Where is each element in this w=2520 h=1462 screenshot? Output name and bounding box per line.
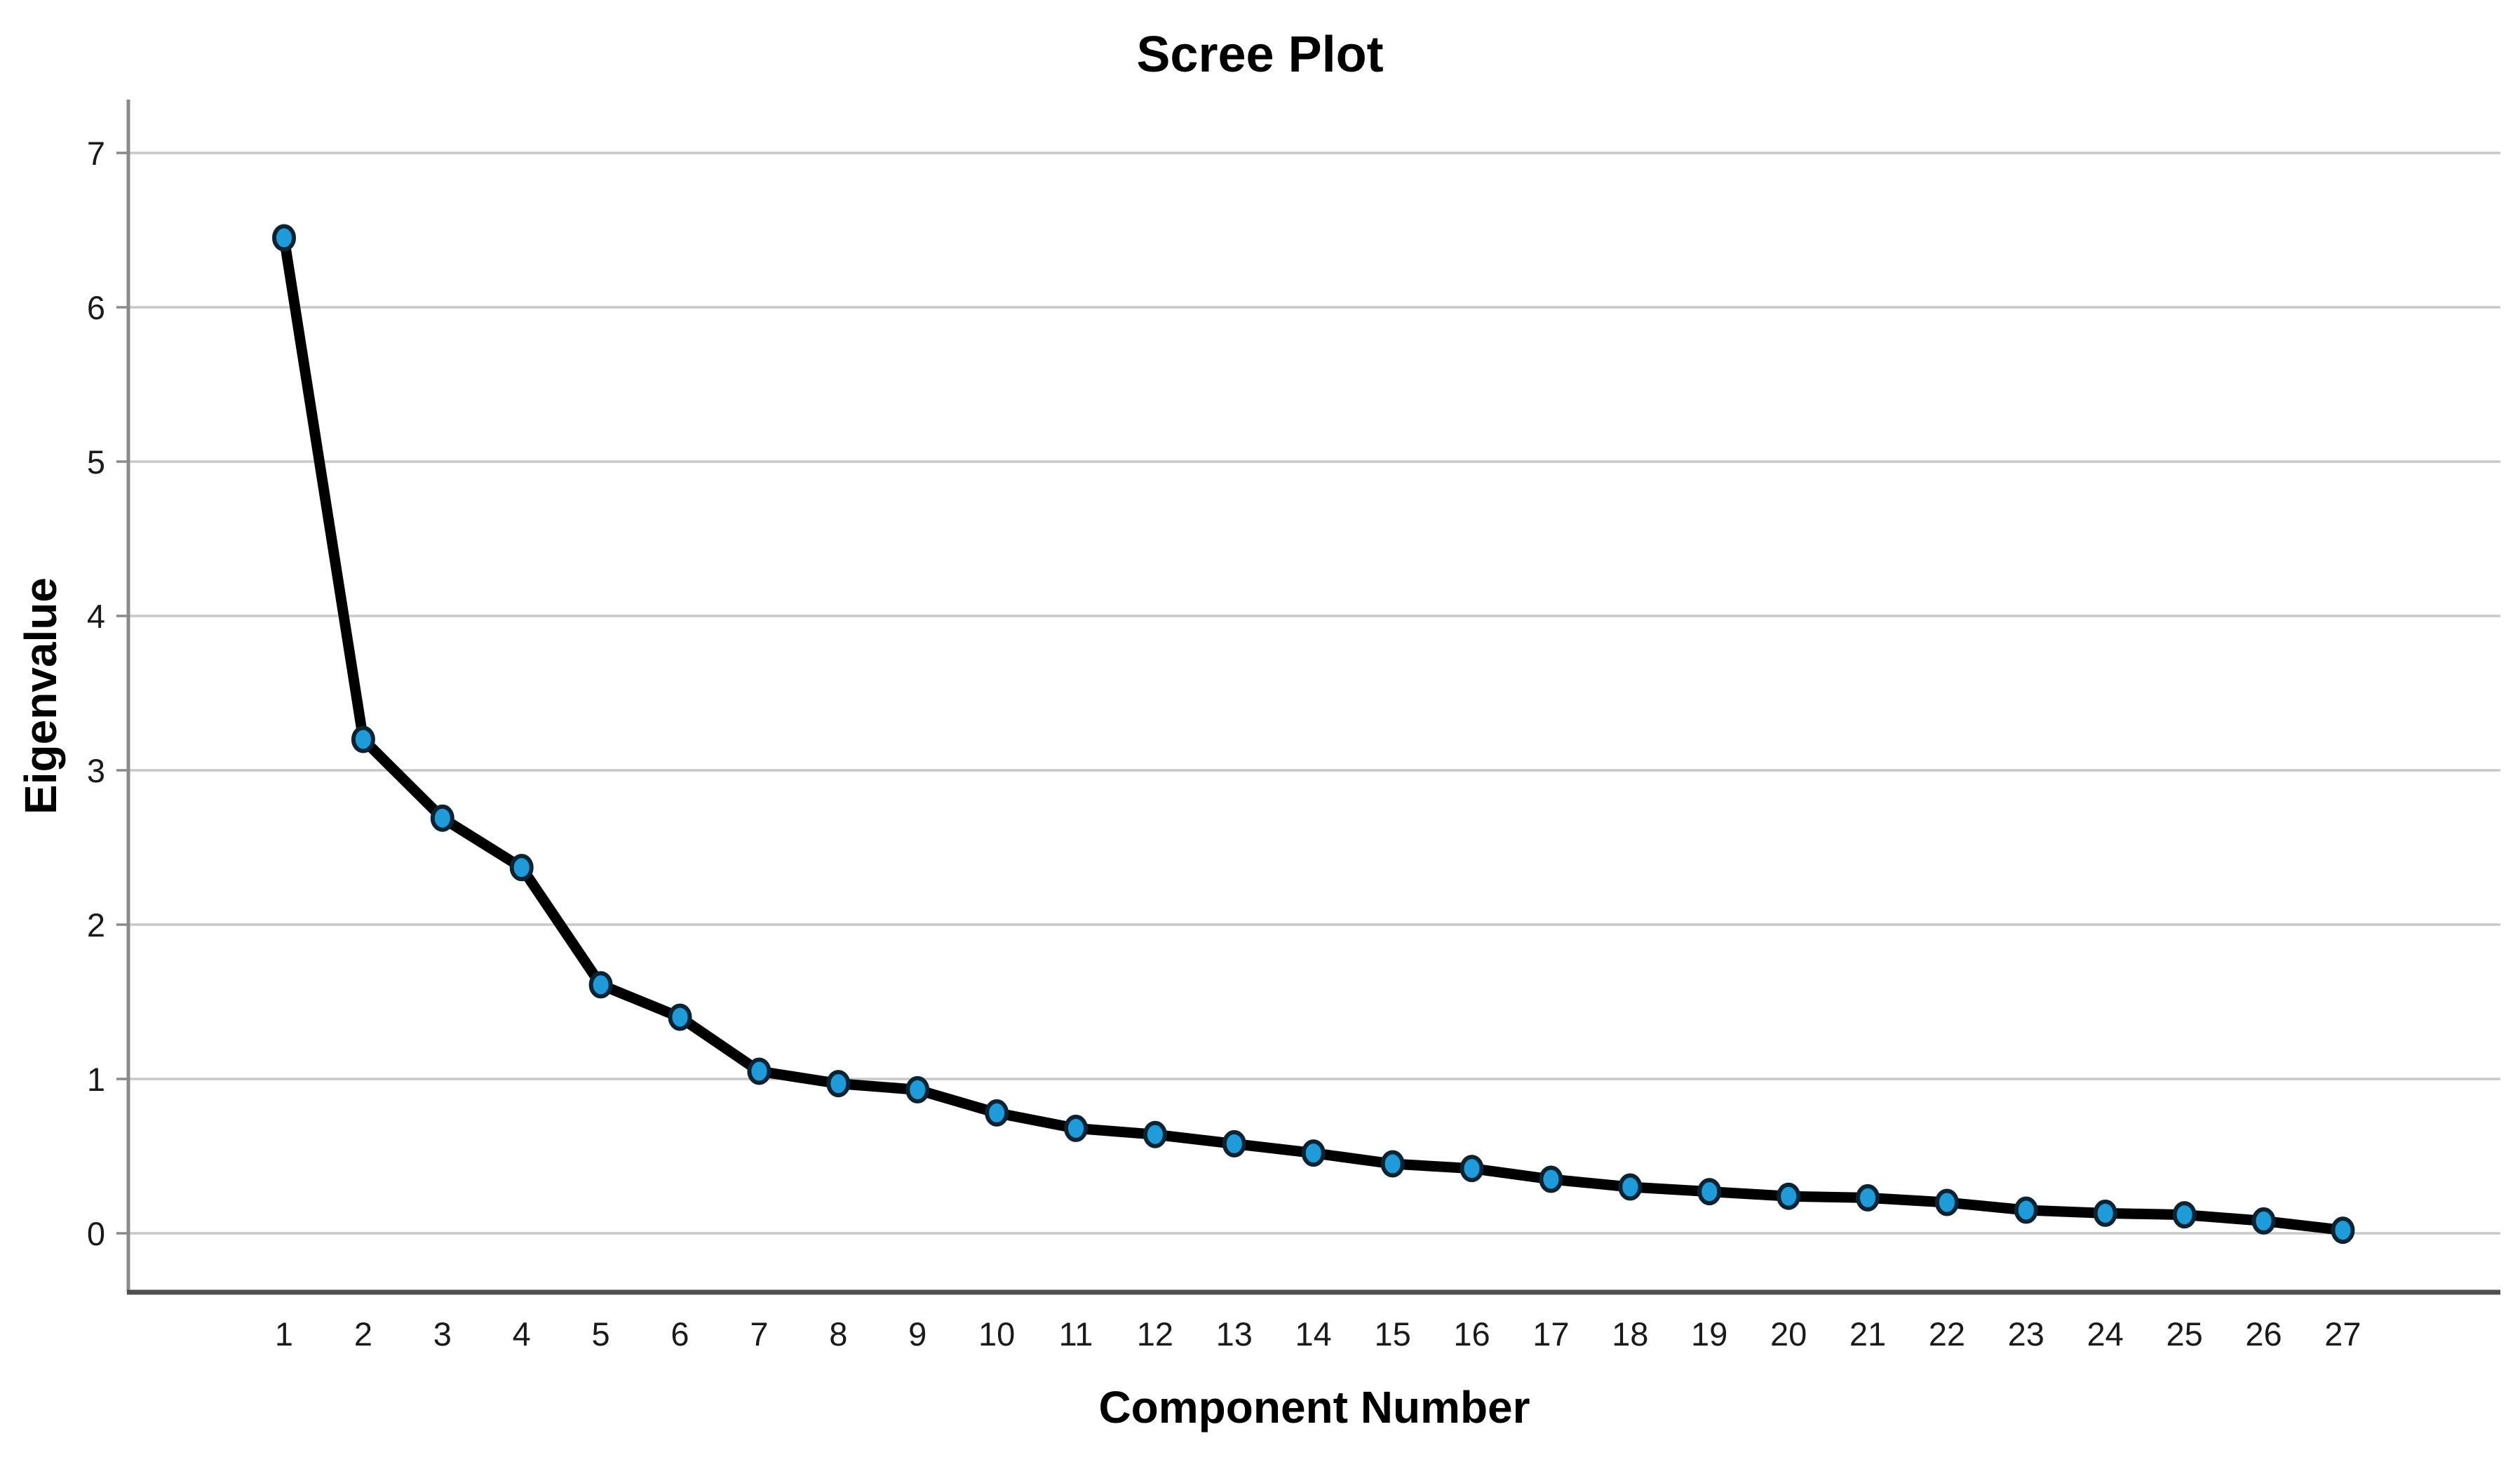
y-tick-label: 7 bbox=[87, 135, 105, 172]
x-tick-label: 8 bbox=[829, 1315, 847, 1353]
x-tick-label: 23 bbox=[2008, 1315, 2044, 1353]
data-point-marker bbox=[1301, 1139, 1326, 1167]
data-point-marker bbox=[2331, 1216, 2355, 1245]
x-tick-label: 3 bbox=[433, 1315, 452, 1353]
data-point-marker bbox=[2251, 1207, 2276, 1235]
x-tick-label: 14 bbox=[1295, 1315, 1332, 1353]
x-tick-label: 7 bbox=[750, 1315, 768, 1353]
x-tick-label: 10 bbox=[978, 1315, 1015, 1353]
data-point-marker bbox=[668, 1003, 692, 1031]
data-point-marker bbox=[1697, 1178, 1722, 1206]
data-point-marker bbox=[1539, 1165, 1563, 1193]
x-tick-label: 22 bbox=[1929, 1315, 1965, 1353]
y-tick-label: 4 bbox=[87, 598, 105, 635]
eigenvalue-line bbox=[278, 232, 2348, 1236]
data-point-marker bbox=[1856, 1183, 1880, 1212]
y-tick-label: 2 bbox=[87, 906, 105, 944]
chart-title: Scree Plot bbox=[1136, 27, 1384, 83]
x-tick-label: 11 bbox=[1059, 1315, 1093, 1353]
x-tick-label: 13 bbox=[1216, 1315, 1253, 1353]
data-point-marker bbox=[1777, 1182, 1801, 1210]
x-axis-title: Component Number bbox=[1098, 1382, 1530, 1433]
data-point-marker bbox=[1064, 1114, 1088, 1142]
data-point-marker bbox=[509, 854, 534, 882]
data-point-marker bbox=[1934, 1188, 1959, 1216]
x-tick-label: 16 bbox=[1453, 1315, 1490, 1353]
x-tick-label: 15 bbox=[1374, 1315, 1410, 1353]
x-tick-label: 20 bbox=[1770, 1315, 1807, 1353]
y-tick-label: 3 bbox=[87, 752, 105, 789]
x-tick-label: 19 bbox=[1691, 1315, 1727, 1353]
data-point-marker bbox=[1143, 1120, 1167, 1148]
data-point-marker bbox=[826, 1070, 851, 1098]
y-tick-label: 1 bbox=[87, 1061, 105, 1098]
data-point-marker bbox=[1460, 1155, 1484, 1183]
x-tick-label: 24 bbox=[2087, 1315, 2124, 1353]
x-tick-label: 6 bbox=[671, 1315, 689, 1353]
x-tick-label: 18 bbox=[1612, 1315, 1648, 1353]
x-tick-label: 26 bbox=[2245, 1315, 2282, 1353]
x-tick-label: 2 bbox=[354, 1315, 372, 1353]
data-point-marker bbox=[2093, 1199, 2117, 1227]
x-tick-label: 17 bbox=[1532, 1315, 1569, 1353]
y-tick-label: 5 bbox=[87, 443, 105, 481]
data-point-marker bbox=[1618, 1173, 1643, 1201]
data-point-marker bbox=[2172, 1201, 2197, 1229]
x-tick-label: 21 bbox=[1849, 1315, 1886, 1353]
data-point-marker bbox=[1380, 1150, 1405, 1178]
x-tick-label: 1 bbox=[275, 1315, 293, 1353]
y-tick-label: 6 bbox=[87, 289, 105, 326]
y-tick-label: 0 bbox=[87, 1215, 105, 1252]
data-point-marker bbox=[2014, 1196, 2038, 1224]
y-axis-title: Eigenvalue bbox=[15, 577, 66, 814]
data-point-marker bbox=[430, 804, 454, 832]
data-point-marker bbox=[905, 1075, 930, 1104]
data-point-marker bbox=[1222, 1129, 1246, 1158]
data-point-marker bbox=[747, 1057, 772, 1085]
x-tick-label: 27 bbox=[2324, 1315, 2361, 1353]
x-tick-label: 25 bbox=[2166, 1315, 2202, 1353]
x-tick-label: 4 bbox=[513, 1315, 531, 1353]
data-point-marker bbox=[985, 1099, 1009, 1127]
data-point-marker bbox=[272, 224, 296, 252]
x-tick-label: 12 bbox=[1137, 1315, 1173, 1353]
data-point-marker bbox=[351, 725, 375, 753]
data-point-marker bbox=[588, 971, 613, 999]
x-tick-label: 9 bbox=[908, 1315, 927, 1353]
x-tick-label: 5 bbox=[592, 1315, 610, 1353]
